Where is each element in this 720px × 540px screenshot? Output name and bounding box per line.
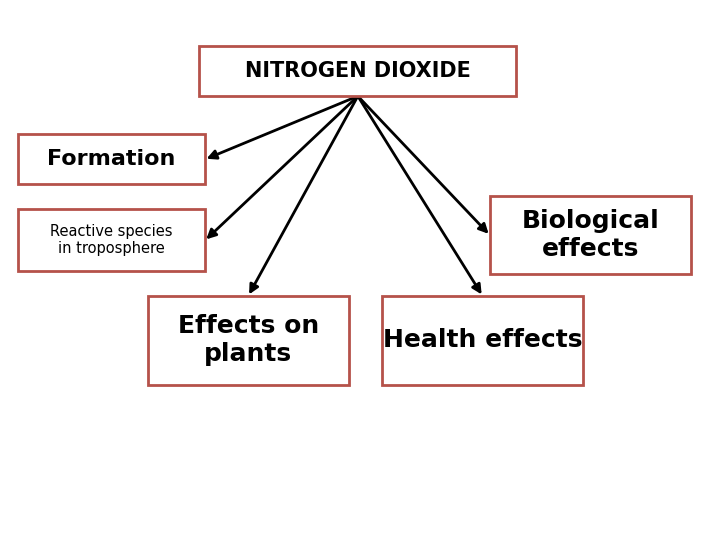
Text: Biological
effects: Biological effects [521,209,660,261]
FancyArrowPatch shape [210,97,356,158]
FancyBboxPatch shape [18,134,205,184]
Text: Formation: Formation [48,149,176,170]
FancyBboxPatch shape [18,209,205,271]
FancyBboxPatch shape [490,195,691,274]
FancyArrowPatch shape [359,97,480,292]
FancyBboxPatch shape [199,46,516,96]
Text: Health effects: Health effects [382,328,582,352]
Text: Effects on
plants: Effects on plants [178,314,319,366]
Text: Reactive species
in troposphere: Reactive species in troposphere [50,224,173,256]
FancyArrowPatch shape [251,97,357,292]
FancyBboxPatch shape [148,296,349,384]
Text: NITROGEN DIOXIDE: NITROGEN DIOXIDE [245,61,471,82]
FancyBboxPatch shape [382,296,583,384]
FancyArrowPatch shape [209,97,357,237]
FancyArrowPatch shape [359,97,487,232]
